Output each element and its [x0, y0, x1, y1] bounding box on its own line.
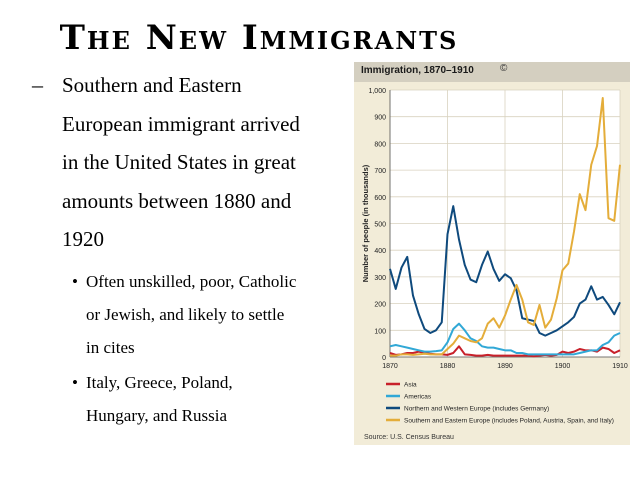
- y-tick-label: 500: [374, 222, 386, 229]
- main-bullet-line: European immigrant arrived: [62, 111, 300, 136]
- x-tick-label: 1910: [612, 363, 628, 370]
- series-line: [389, 205, 621, 337]
- main-bullet-line: 1920: [62, 227, 104, 251]
- sub-bullet-line: Hungary, and Russia: [86, 405, 228, 425]
- main-bullet: – Southern and Eastern European immigran…: [32, 66, 352, 259]
- bullet-list: – Southern and Eastern European immigran…: [32, 66, 352, 434]
- source-note: Source: U.S. Census Bureau: [364, 434, 454, 441]
- y-tick-label: 400: [374, 248, 386, 255]
- chart-title: Immigration, 1870–1910: [361, 65, 474, 76]
- bullet-dot: •: [72, 372, 78, 392]
- y-tick-label: 200: [374, 302, 386, 309]
- sub-bullet-line: Often unskilled, poor, Catholic: [86, 271, 297, 291]
- series-line: [390, 97, 621, 357]
- bullet-dot: •: [72, 271, 78, 291]
- sub-bullet-line: in cites: [86, 337, 135, 357]
- x-tick-label: 1890: [497, 363, 513, 370]
- sub-bullet-line: or Jewish, and likely to settle: [86, 304, 285, 324]
- x-tick-label: 1870: [382, 363, 398, 370]
- y-tick-label: 100: [374, 328, 386, 335]
- chart-header: Immigration, 1870–1910 ©: [354, 62, 630, 82]
- legend-label: Northern and Western Europe (includes Ge…: [404, 406, 549, 413]
- y-tick-label: 800: [374, 141, 386, 148]
- x-tick-label: 1900: [555, 363, 571, 370]
- line-chart: 0 100 200 300 400 500 600 700 800 900 1,000 1870 188…: [361, 88, 628, 425]
- sub-bullet: • Often unskilled, poor, Catholic or Jew…: [32, 265, 352, 364]
- dash-marker: –: [32, 72, 43, 97]
- sub-bullet-list: • Often unskilled, poor, Catholic or Jew…: [32, 265, 352, 432]
- y-tick-label: 300: [374, 275, 386, 282]
- main-bullet-line: Southern and Eastern: [62, 73, 242, 97]
- chart-panel: Immigration, 1870–1910 © 0 100 200 300 400 50…: [354, 62, 630, 445]
- y-tick-label: 900: [374, 115, 386, 122]
- y-tick-label: 1,000: [368, 88, 386, 95]
- y-tick-label: 0: [382, 355, 386, 362]
- y-tick-label: 600: [374, 195, 386, 202]
- main-bullet-line: in the United States in great: [62, 150, 296, 174]
- sub-bullet-line: Italy, Greece, Poland,: [86, 372, 233, 392]
- legend-label: Americas: [404, 394, 432, 401]
- copyright-icon: ©: [500, 63, 508, 74]
- main-bullet-line: amounts between 1880 and: [62, 188, 292, 213]
- y-axis-label: Number of people (in thousands): [361, 164, 370, 282]
- x-tick-label: 1880: [440, 363, 456, 370]
- legend-label: Southern and Eastern Europe (includes Po…: [404, 418, 614, 425]
- sub-bullet: • Italy, Greece, Poland, Hungary, and Ru…: [32, 366, 352, 432]
- series-line: [389, 322, 621, 356]
- y-tick-label: 700: [374, 168, 386, 175]
- legend-label: Asia: [404, 382, 417, 389]
- slide-title: The New Immigrants: [59, 18, 459, 58]
